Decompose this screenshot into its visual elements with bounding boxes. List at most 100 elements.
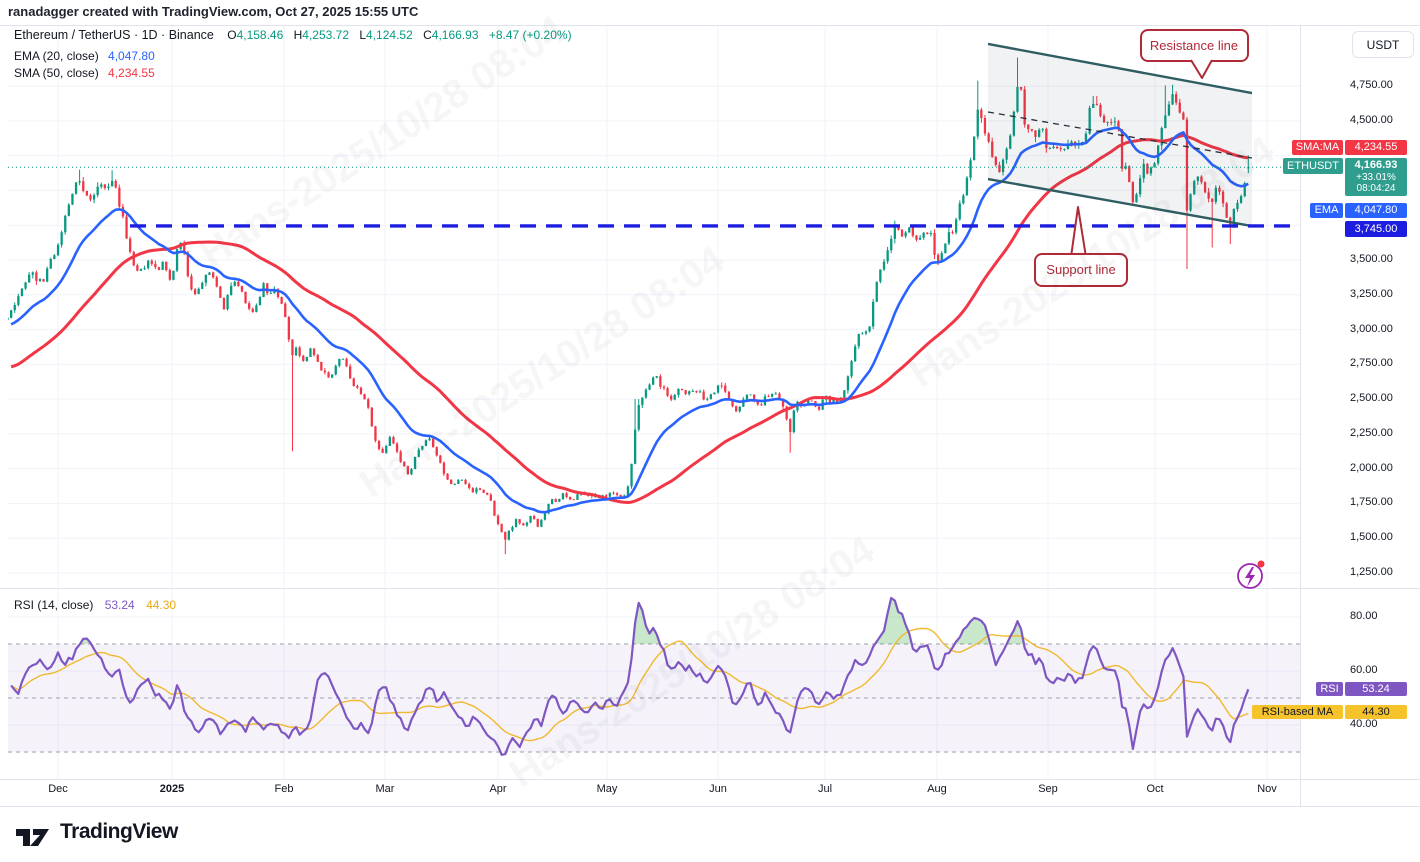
candle-body <box>363 394 366 400</box>
candle-body <box>904 232 907 237</box>
candle-body <box>305 357 308 361</box>
candle-body <box>1084 133 1088 142</box>
candle-body <box>175 249 179 271</box>
candle-body <box>248 303 251 309</box>
technicals-signal-icon[interactable] <box>1237 560 1265 589</box>
candle-body <box>147 260 150 269</box>
candle-body <box>565 493 568 497</box>
ema-line[interactable] <box>10 126 1249 514</box>
candle-body <box>1171 94 1174 105</box>
candle-body <box>460 479 464 481</box>
candle-body <box>424 440 428 446</box>
candle-body <box>356 386 359 388</box>
candle-body <box>561 493 565 500</box>
candle-body <box>230 285 233 295</box>
candle-body <box>1027 124 1030 130</box>
candle-body <box>103 184 106 188</box>
candle-body <box>626 486 630 496</box>
candle-body <box>478 488 482 490</box>
candle-body <box>554 499 557 502</box>
candle-body <box>13 305 16 311</box>
candle-body <box>1218 187 1221 192</box>
candle-body <box>605 495 608 497</box>
rsi-line[interactable] <box>10 596 1250 756</box>
channel-upper-line[interactable] <box>987 42 1253 95</box>
candle-body <box>280 297 283 304</box>
candle-body <box>56 244 60 256</box>
candle-body <box>1095 103 1098 105</box>
candle-body <box>446 473 449 480</box>
candle-body <box>323 370 327 373</box>
candle-body <box>208 272 211 275</box>
candle-body <box>493 500 496 516</box>
candle-body <box>1175 94 1178 103</box>
candle-body <box>1196 176 1199 181</box>
candle-body <box>994 156 997 165</box>
currency-toggle-button[interactable]: USDT <box>1352 31 1414 58</box>
candle-body <box>1182 112 1185 120</box>
candle-body <box>129 238 132 252</box>
candle-body <box>367 399 370 408</box>
candle-body <box>727 391 731 400</box>
candle-body <box>1200 176 1203 183</box>
candle-body <box>1207 192 1210 199</box>
candle-body <box>284 303 287 317</box>
candle-body <box>352 378 355 386</box>
candle-body <box>774 393 777 395</box>
candle-body <box>341 358 345 360</box>
candle-body <box>8 317 9 320</box>
candle-body <box>514 519 518 527</box>
tradingview-logo-icon[interactable] <box>16 829 49 846</box>
candle-body <box>266 283 269 294</box>
candle-body <box>1146 163 1149 174</box>
candle-body <box>496 515 500 525</box>
candle-body <box>973 136 976 161</box>
candle-body <box>882 261 886 270</box>
candle-body <box>377 440 381 450</box>
candle-body <box>641 397 644 405</box>
candle-body <box>677 389 680 395</box>
candle-body <box>817 406 821 410</box>
candle-body <box>392 437 395 444</box>
sma-line[interactable] <box>10 133 1249 504</box>
candle-body <box>1247 167 1250 169</box>
candle-body <box>298 347 301 356</box>
candle-body <box>1088 107 1091 134</box>
candle-body <box>572 499 575 501</box>
candle-body <box>850 361 853 377</box>
candle-body <box>1135 194 1138 203</box>
candle-body <box>46 268 49 282</box>
candle-body <box>111 180 114 187</box>
candle-body <box>926 232 929 235</box>
candle-body <box>1164 115 1167 129</box>
resistance-callout[interactable]: Resistance line <box>1140 29 1249 79</box>
candle-body <box>89 195 92 200</box>
channel-lower-line[interactable] <box>987 177 1253 228</box>
candle-body <box>38 279 42 281</box>
candle-body <box>908 227 911 233</box>
candle-body <box>511 527 514 531</box>
candle-body <box>698 391 702 393</box>
candle-body <box>630 463 633 487</box>
candle-body <box>670 395 673 400</box>
candle-body <box>450 479 453 484</box>
support-callout[interactable]: Support line <box>1034 206 1128 287</box>
candle-body <box>1005 148 1008 160</box>
candle-body <box>165 261 168 271</box>
candle-body <box>139 269 143 271</box>
candle-body <box>1225 203 1228 218</box>
candle-body <box>1066 144 1070 149</box>
candle-body <box>204 274 207 283</box>
candle-body <box>745 394 749 400</box>
candle-body <box>868 326 871 332</box>
candle-body <box>1189 194 1192 211</box>
candle-body <box>183 242 186 253</box>
candle-body <box>843 390 846 398</box>
candle-body <box>468 483 471 488</box>
candle-body <box>857 334 860 347</box>
candle-body <box>500 524 503 532</box>
candle-body <box>1120 129 1124 169</box>
candle-body <box>49 258 52 269</box>
rsi-ma-line[interactable] <box>10 627 1249 742</box>
channel-median-line[interactable] <box>987 111 1253 159</box>
